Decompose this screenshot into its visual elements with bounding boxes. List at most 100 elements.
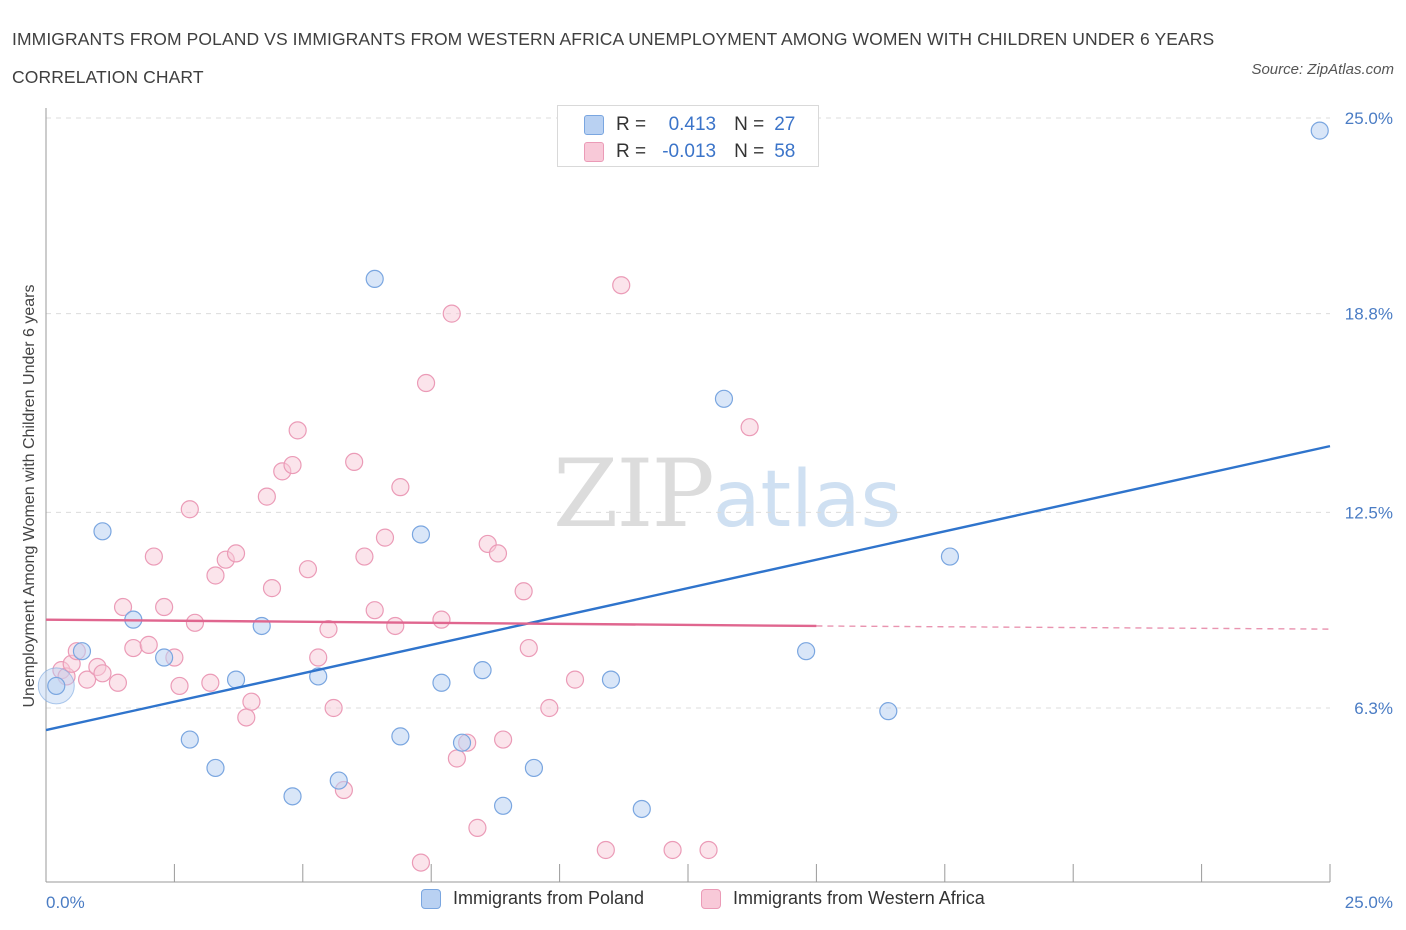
wafrica-point	[596, 840, 615, 860]
poland-point	[432, 673, 451, 692]
series-western-africa-points	[52, 276, 759, 872]
wafrica-n-label: N =	[734, 141, 765, 162]
watermark: ZIPatlas	[553, 440, 901, 549]
poland-point	[879, 702, 898, 721]
poland-point	[940, 547, 960, 566]
poland-point	[411, 525, 431, 544]
y-tick-label: 12.5%	[1345, 503, 1393, 522]
wafrica-trend-line	[45, 618, 817, 628]
poland-point	[601, 670, 621, 689]
wafrica-point	[77, 670, 97, 689]
wafrica-point	[257, 487, 276, 506]
wafrica-point	[432, 610, 451, 629]
wafrica-point	[494, 730, 513, 749]
wafrica-point	[139, 635, 158, 654]
axes	[45, 108, 1331, 883]
wafrica-trend-extension	[816, 625, 1331, 630]
poland-trend-line	[45, 444, 1331, 732]
wafrica-r-value: -0.013	[662, 141, 717, 162]
wafrica-r-label: R =	[616, 141, 647, 162]
poland-point	[72, 642, 92, 661]
legend-swatch-poland	[421, 888, 441, 909]
watermark-zip: ZIP	[553, 440, 715, 549]
poland-point	[1310, 121, 1329, 140]
wafrica-point	[262, 579, 282, 598]
wafrica-point	[155, 597, 174, 617]
wafrica-point	[540, 698, 559, 718]
poland-point	[524, 758, 544, 778]
poland-point	[252, 616, 271, 636]
wafrica-point	[565, 670, 585, 689]
wafrica-point	[663, 840, 682, 860]
poland-point	[329, 771, 348, 790]
wafrica-swatch	[584, 142, 604, 162]
poland-swatch	[584, 115, 604, 135]
poland-point	[93, 522, 112, 541]
watermark-atlas: atlas	[712, 455, 902, 545]
legend-item-wafrica[interactable]: Immigrants from Western Africa	[701, 888, 985, 909]
y-tick-label: 25.0%	[1345, 109, 1393, 128]
series-poland-points	[37, 121, 1329, 819]
wafrica-point	[411, 853, 431, 872]
poland-point	[452, 733, 472, 752]
poland-point	[391, 727, 410, 746]
wafrica-point	[386, 616, 405, 636]
wafrica-point	[206, 566, 225, 585]
poland-point	[632, 799, 651, 819]
wafrica-point	[365, 601, 384, 620]
stats-row-poland: R = 0.413 N = 27	[584, 111, 795, 139]
wafrica-point	[242, 692, 261, 711]
wafrica-point	[144, 547, 163, 566]
wafrica-n-value: 58	[774, 141, 796, 162]
stats-row-wafrica: R = -0.013 N = 58	[584, 138, 795, 166]
wafrica-point	[237, 708, 256, 727]
wafrica-point	[355, 547, 374, 566]
chart-title: IMMIGRANTS FROM POLAND VS IMMIGRANTS FRO…	[12, 29, 1215, 87]
wafrica-point	[113, 597, 133, 617]
wafrica-point	[468, 818, 487, 837]
poland-r-label: R =	[616, 114, 647, 135]
poland-point	[47, 676, 66, 696]
wafrica-point	[185, 613, 205, 632]
wafrica-point	[519, 638, 538, 658]
wafrica-point	[324, 698, 343, 718]
wafrica-point	[416, 373, 436, 393]
poland-point	[797, 642, 816, 661]
wafrica-point	[375, 528, 395, 547]
poland-point	[283, 787, 302, 806]
wafrica-point	[319, 620, 338, 639]
trend-lines	[45, 444, 1331, 732]
wafrica-point	[170, 676, 189, 696]
wafrica-point	[447, 749, 466, 768]
y-axis-label: Unemployment Among Women with Children U…	[21, 284, 38, 707]
wafrica-point	[699, 840, 718, 860]
poland-point	[473, 661, 492, 680]
wafrica-point	[283, 455, 302, 475]
legend-swatch-wafrica	[701, 888, 721, 909]
series-legend: Immigrants from Poland Immigrants from W…	[0, 888, 1406, 918]
y-tick-label: 18.8%	[1345, 305, 1393, 324]
wafrica-point	[442, 304, 461, 323]
wafrica-point	[345, 452, 364, 472]
x-tick-label: 25.0%	[1345, 893, 1393, 912]
poland-point	[494, 796, 513, 815]
wafrica-point	[309, 648, 328, 667]
wafrica-point	[108, 673, 128, 692]
poland-point	[180, 730, 199, 749]
legend-label-poland: Immigrants from Poland	[453, 888, 645, 908]
wafrica-point	[514, 582, 533, 601]
legend-item-poland[interactable]: Immigrants from Poland	[421, 888, 644, 909]
poland-n-label: N =	[734, 114, 765, 135]
wafrica-point	[298, 560, 318, 579]
wafrica-point	[124, 638, 143, 658]
poland-point	[206, 758, 225, 778]
wafrica-point	[201, 673, 220, 692]
poland-point	[365, 269, 384, 289]
wafrica-point	[612, 276, 631, 295]
poland-point	[155, 648, 174, 667]
source-label: Source: ZipAtlas.com	[1251, 61, 1394, 78]
wafrica-point	[180, 500, 199, 519]
stats-legend: R = 0.413 N = 27 R = -0.013 N = 58	[557, 105, 819, 167]
grid-lines	[46, 117, 1330, 709]
